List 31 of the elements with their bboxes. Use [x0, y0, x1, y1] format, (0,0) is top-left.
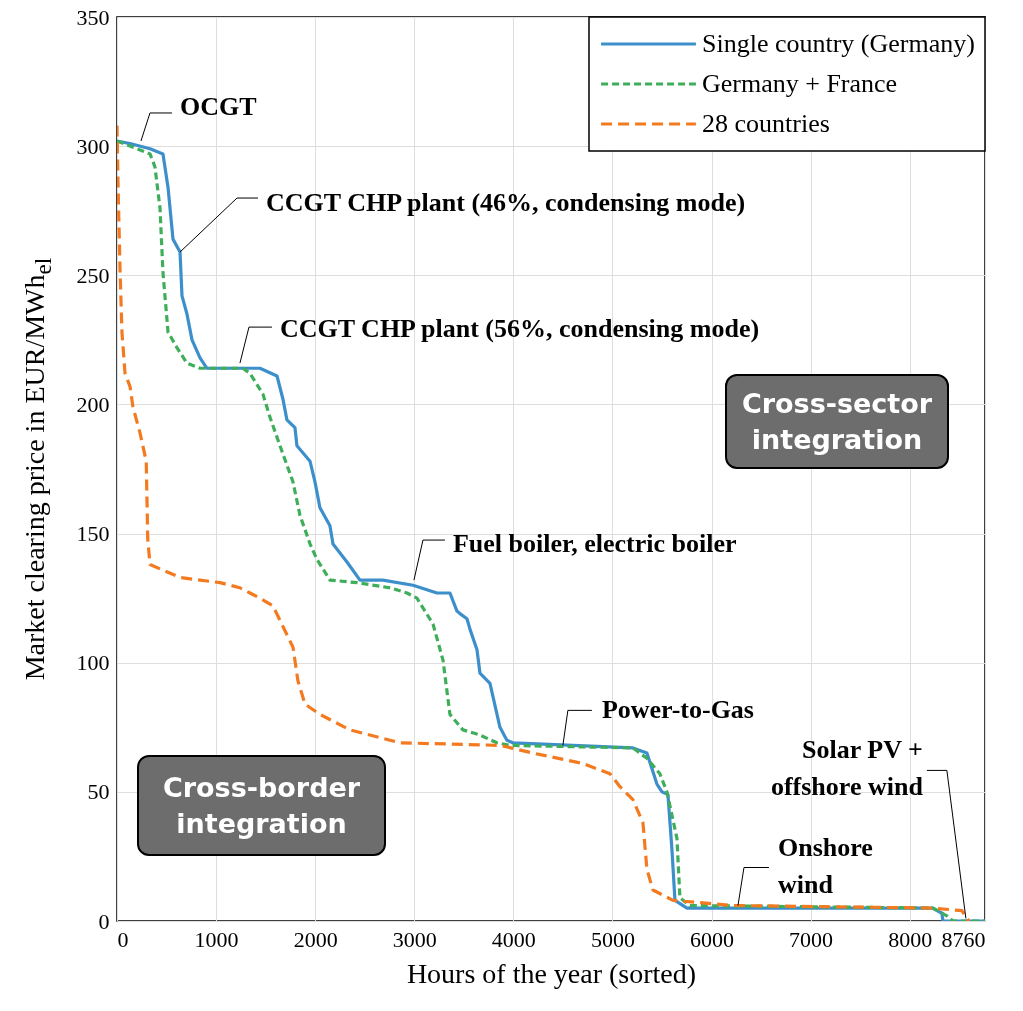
annotation: Fuel boiler, electric boiler — [452, 529, 737, 559]
x-tick-label: 2000 — [293, 926, 338, 952]
y-tick-label: 200 — [76, 391, 110, 417]
x-tick-label: 3000 — [392, 926, 437, 952]
y-tick-label: 300 — [76, 133, 110, 159]
y-tick-label: 350 — [76, 4, 110, 30]
x-tick-label: 8760 — [941, 926, 986, 952]
y-tick-label: 50 — [87, 779, 110, 805]
x-tick-label: 4000 — [491, 926, 536, 952]
x-tick-label: 1000 — [194, 926, 239, 952]
y-tick-label: 100 — [76, 650, 110, 676]
annotation: Onshore wind — [777, 832, 873, 899]
x-tick-label: 7000 — [789, 926, 834, 952]
y-tick-label: 250 — [76, 262, 110, 288]
x-tick-label: 8000 — [888, 926, 933, 952]
annotation: Power-to-Gas — [601, 695, 754, 725]
y-tick-label: 0 — [98, 908, 110, 934]
label-box: Cross-sector integration — [725, 374, 949, 469]
legend-label: Single country (Germany) — [702, 29, 975, 58]
annotation: Solar PV + offshore wind — [770, 735, 924, 802]
annotation: CCGT CHP plant (46%, condensing mode) — [266, 188, 746, 218]
legend-label: Germany + France — [702, 69, 898, 98]
annotation: OCGT — [179, 91, 257, 121]
x-axis-title: Hours of the year (sorted) — [406, 957, 697, 989]
legend-label: 28 countries — [702, 109, 830, 138]
x-tick-label: 6000 — [690, 926, 735, 952]
label-box: Cross-border integration — [137, 755, 386, 856]
x-tick-label: 0 — [117, 926, 129, 952]
y-tick-label: 150 — [76, 521, 110, 547]
x-tick-label: 5000 — [590, 926, 635, 952]
annotation: CCGT CHP plant (56%, condensing mode) — [279, 314, 760, 344]
